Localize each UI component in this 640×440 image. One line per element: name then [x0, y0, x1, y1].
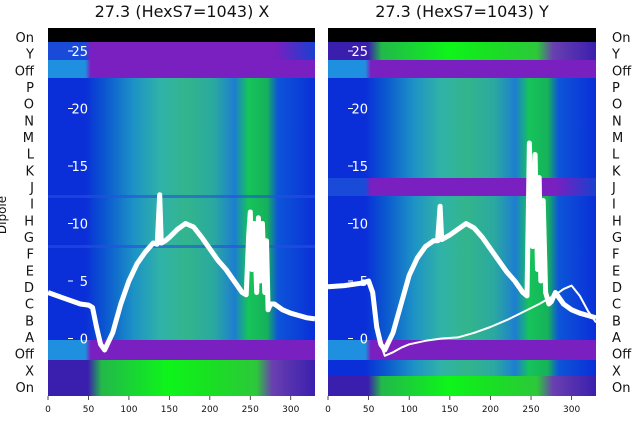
- heatmap-image: [328, 28, 596, 396]
- y-tick-label: 5: [80, 275, 88, 290]
- dipole-label: I: [612, 198, 616, 213]
- dipole-label: M: [23, 131, 34, 146]
- x-tick-label: 200: [482, 405, 499, 415]
- dipole-label: N: [24, 114, 34, 129]
- x-tick-label: 150: [161, 405, 178, 415]
- y-tick-label: 0: [80, 333, 88, 348]
- dipole-label: K: [612, 164, 621, 179]
- dipole-label: H: [612, 214, 622, 229]
- dipole-label: F: [612, 248, 619, 263]
- dipole-label: E: [26, 264, 34, 279]
- y-tick-label: 15: [351, 160, 368, 175]
- x-tick-label: 50: [363, 405, 375, 415]
- y-tick-label: 20: [351, 103, 368, 118]
- y-tick-label: 10: [71, 218, 88, 233]
- dipole-label: J: [611, 181, 616, 196]
- dipole-label: O: [612, 98, 622, 113]
- x-tick-label: 150: [441, 405, 458, 415]
- panel-title: 27.3 (HexS7=1043) X: [95, 2, 270, 21]
- series-line: [47, 192, 316, 353]
- x-tick-label: 300: [563, 405, 580, 415]
- dipole-label: N: [612, 114, 622, 129]
- dipole-label: Y: [611, 48, 620, 63]
- heatmap-image: [48, 28, 315, 396]
- y-tick-label: 5: [360, 275, 368, 290]
- dipole-label: X: [612, 364, 621, 379]
- dipole-label: P: [26, 81, 34, 96]
- dipole-label: C: [612, 298, 621, 313]
- dipole-label: J: [29, 181, 34, 196]
- dipole-label: G: [24, 231, 34, 246]
- dipole-label: L: [612, 148, 620, 163]
- y-tick-label: 25: [71, 45, 88, 60]
- x-tick-label: 200: [201, 405, 218, 415]
- dipole-label: Off: [612, 348, 632, 363]
- x-tick-label: 300: [282, 405, 299, 415]
- x-tick-label: 100: [401, 405, 418, 415]
- dipole-label: X: [25, 364, 34, 379]
- dipole-label: A: [25, 331, 34, 346]
- dipole-label: E: [612, 264, 620, 279]
- dipole-label: L: [27, 148, 35, 163]
- dipole-label: On: [612, 31, 630, 46]
- dipole-label: P: [612, 81, 620, 96]
- series-line: [375, 284, 597, 357]
- dipole-label: K: [25, 164, 34, 179]
- y-axis-label: Dipole: [0, 196, 9, 234]
- dipole-label: Off: [612, 64, 632, 79]
- x-tick-label: 100: [120, 405, 137, 415]
- panel-x: 27.3 (HexS7=1043) X 0 50 100 150 200 250 300 0 5…: [0, 2, 316, 415]
- dipole-label: B: [612, 314, 621, 329]
- dipole-label: Off: [15, 348, 35, 363]
- x-tick-label: 250: [522, 405, 539, 415]
- dipole-label: A: [612, 331, 621, 346]
- dipole-label: H: [24, 214, 34, 229]
- dipole-label: D: [612, 281, 622, 296]
- dipole-label: Y: [25, 48, 34, 63]
- dipole-label: F: [27, 248, 34, 263]
- x-tick-label: 0: [325, 405, 331, 415]
- y-tick-label: 15: [71, 160, 88, 175]
- y-tick-label: 10: [351, 218, 368, 233]
- x-tick-label: 0: [45, 405, 51, 415]
- dipole-label: B: [25, 314, 34, 329]
- dipole-label: Off: [15, 64, 35, 79]
- dipole-label: On: [16, 381, 34, 396]
- dipole-label: D: [24, 281, 34, 296]
- dipole-label: G: [612, 231, 622, 246]
- y-tick-label: 25: [351, 45, 368, 60]
- dipole-label: C: [25, 298, 34, 313]
- y-tick-label: 20: [71, 103, 88, 118]
- x-tick-label: 250: [242, 405, 259, 415]
- y-tick-label: 0: [360, 333, 368, 348]
- dipole-label: O: [24, 98, 34, 113]
- dipole-label: I: [30, 198, 34, 213]
- dipole-label: M: [612, 131, 623, 146]
- panel-title: 27.3 (HexS7=1043) Y: [375, 2, 549, 21]
- panel-y: 27.3 (HexS7=1043) Y 0 50 100 150 200 250 300 0 5…: [325, 2, 632, 415]
- x-tick-label: 50: [83, 405, 95, 415]
- dipole-label: On: [16, 31, 34, 46]
- dipole-label: On: [612, 381, 630, 396]
